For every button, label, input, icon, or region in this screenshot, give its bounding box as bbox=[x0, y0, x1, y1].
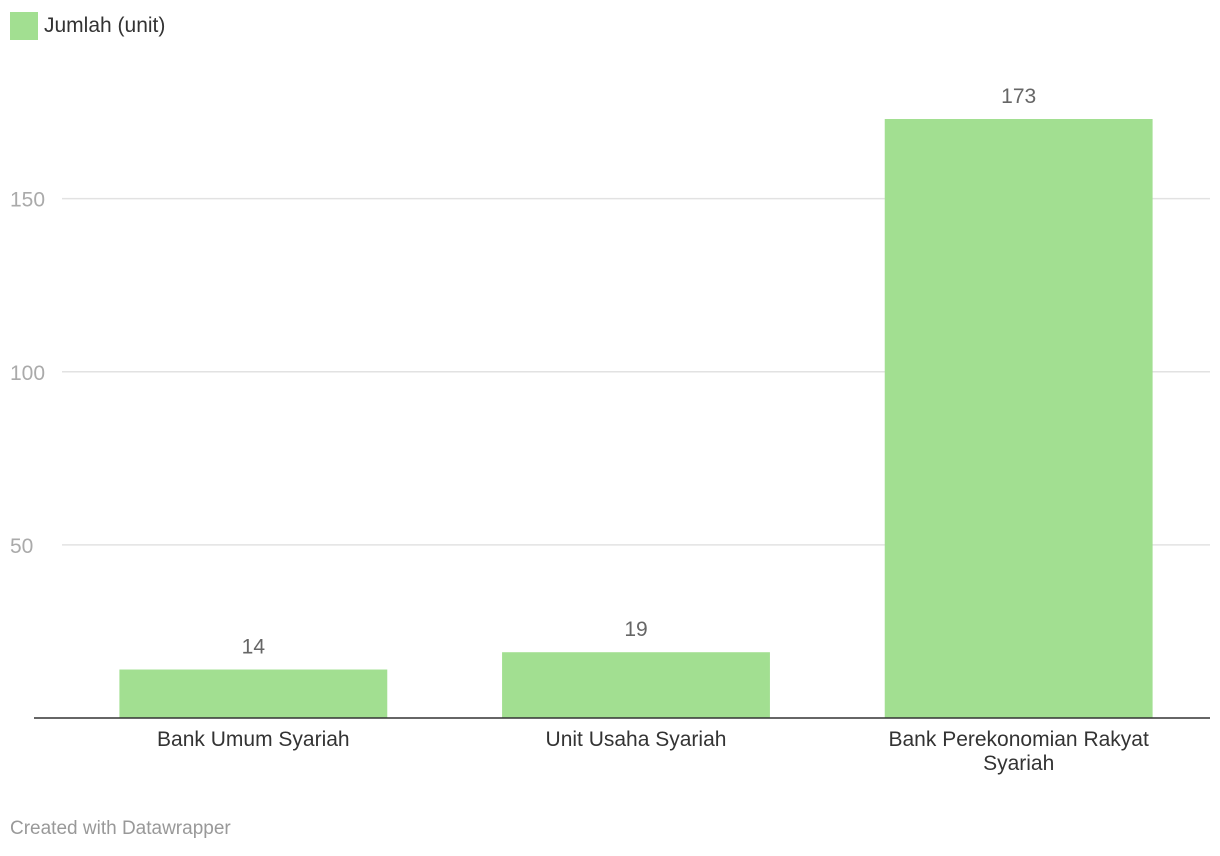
bar bbox=[884, 119, 1153, 718]
x-category-label: Bank Umum Syariah bbox=[157, 728, 350, 751]
bar bbox=[119, 669, 388, 718]
labels: 50 100 150 14 Bank Umum Syariah 19 Unit Usaha … bbox=[10, 85, 1149, 775]
bar bbox=[502, 652, 770, 718]
x-category-label-line: Syariah bbox=[983, 752, 1054, 775]
legend-label: Jumlah (unit) bbox=[44, 14, 166, 37]
legend-swatch bbox=[10, 12, 38, 40]
bars bbox=[119, 119, 1153, 718]
y-tick-label: 100 bbox=[10, 362, 45, 385]
bar-value-label: 173 bbox=[1001, 85, 1036, 108]
x-category-label-line: Bank Umum Syariah bbox=[157, 728, 350, 751]
x-category-label: Unit Usaha Syariah bbox=[546, 728, 727, 751]
credit-text: Created with Datawrapper bbox=[10, 818, 231, 839]
y-tick-label: 150 bbox=[10, 189, 45, 212]
x-category-label-line: Bank Perekonomian Rakyat bbox=[889, 728, 1149, 751]
x-category-label: Bank Perekonomian Rakyat Syariah bbox=[889, 728, 1149, 775]
bar-value-label: 19 bbox=[624, 618, 647, 641]
x-category-label-line: Unit Usaha Syariah bbox=[546, 728, 727, 751]
bar-value-label: 14 bbox=[242, 636, 266, 659]
legend: Jumlah (unit) bbox=[10, 12, 165, 40]
y-tick-label: 50 bbox=[10, 535, 33, 558]
